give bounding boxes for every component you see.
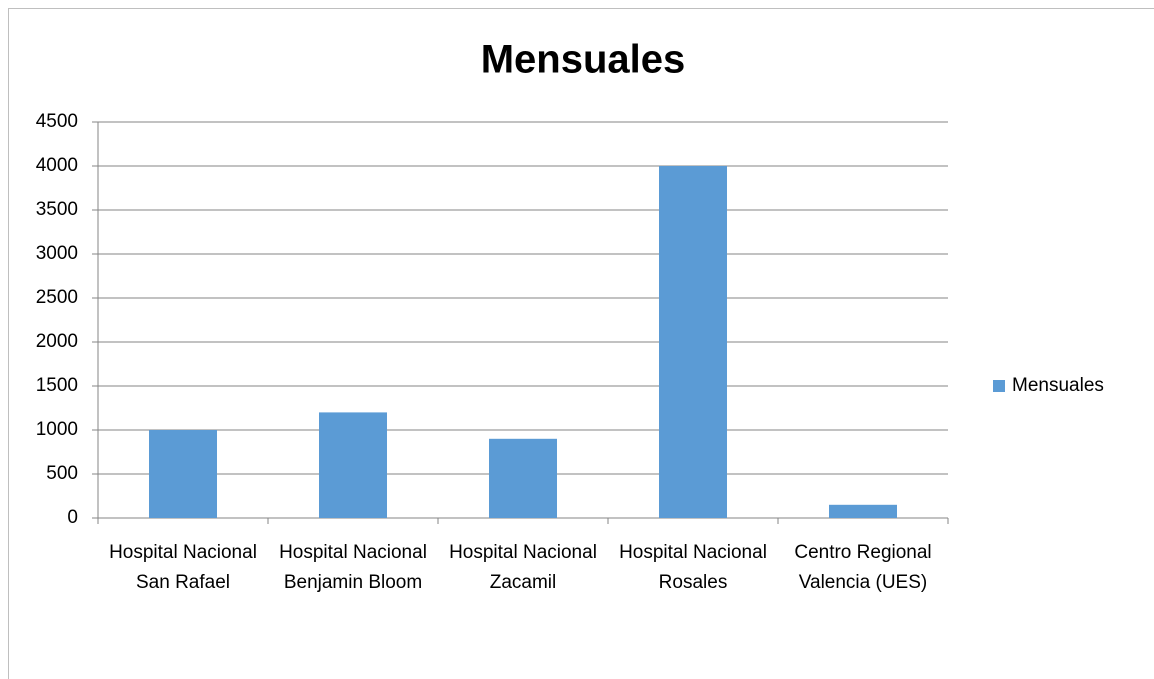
x-tick-label-box: Centro Regional Valencia (UES) bbox=[794, 542, 932, 593]
legend-swatch bbox=[993, 380, 1005, 392]
x-tick-label: Centro Regional Valencia (UES) bbox=[794, 542, 932, 593]
chart-border bbox=[8, 8, 1154, 679]
y-tick-label: 1000 bbox=[36, 419, 78, 440]
legend-label: Mensuales bbox=[1012, 375, 1104, 396]
x-tick-label: Hospital Nacional San Rafael bbox=[109, 542, 257, 593]
y-tick-label: 3500 bbox=[36, 199, 78, 220]
y-tick-label: 4000 bbox=[36, 155, 78, 176]
y-tick-label: 2000 bbox=[36, 331, 78, 352]
y-tick-label: 4500 bbox=[36, 111, 78, 132]
y-tick-label: 2500 bbox=[36, 287, 78, 308]
x-tick-label: Hospital Nacional Zacamil bbox=[449, 542, 597, 593]
chart-title: Mensuales bbox=[481, 38, 686, 82]
bar bbox=[489, 438, 557, 518]
x-tick-label: Hospital Nacional Benjamin Bloom bbox=[279, 542, 427, 593]
y-tick-label: 1500 bbox=[36, 375, 78, 396]
x-tick-label-box: Hospital Nacional Zacamil bbox=[449, 542, 597, 593]
bar bbox=[829, 504, 897, 518]
bar bbox=[659, 166, 727, 518]
x-tick-label-box: Hospital Nacional Benjamin Bloom bbox=[279, 542, 427, 593]
y-tick-label: 0 bbox=[67, 507, 78, 528]
x-tick-label-box: Hospital Nacional San Rafael bbox=[109, 542, 257, 593]
y-tick-label: 500 bbox=[46, 463, 78, 484]
x-tick-label-box: Hospital Nacional Rosales bbox=[619, 542, 767, 593]
bar bbox=[149, 430, 217, 518]
y-tick-label: 3000 bbox=[36, 243, 78, 264]
x-tick-label: Hospital Nacional Rosales bbox=[619, 542, 767, 593]
bar bbox=[319, 412, 387, 518]
